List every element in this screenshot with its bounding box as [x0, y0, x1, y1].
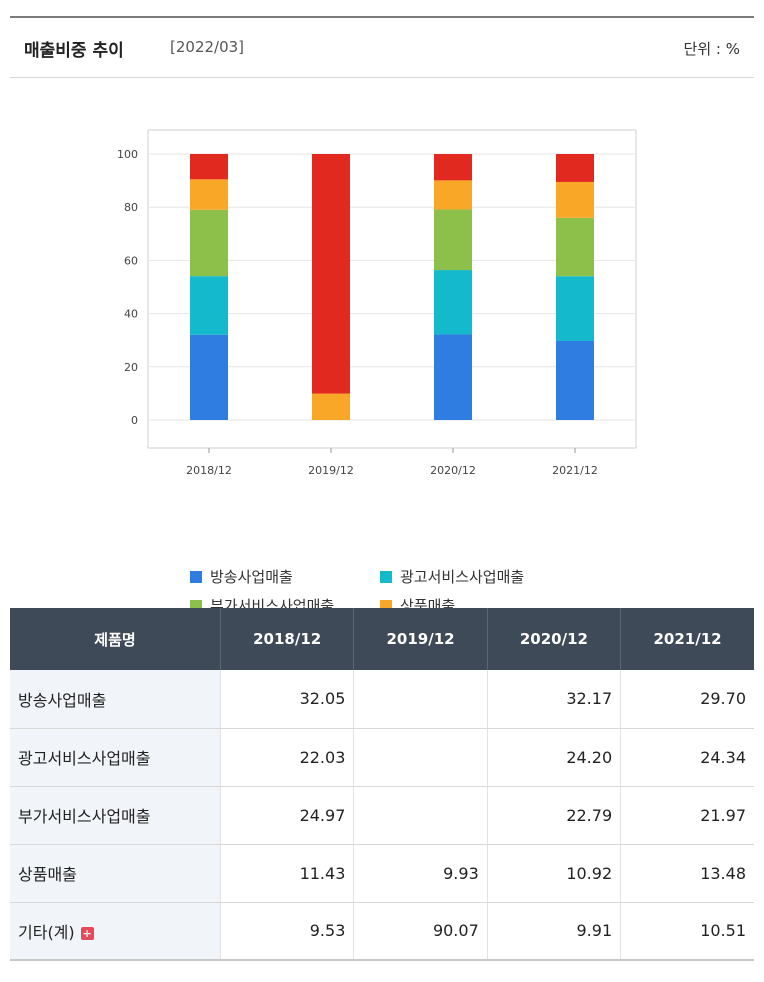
bar-segment: [434, 270, 472, 335]
table-header-row: 제품명 2018/12 2019/12 2020/12 2021/12: [10, 608, 754, 670]
cell: [353, 728, 488, 787]
header-2019: 2019/12: [353, 608, 488, 670]
cell: 22.03: [219, 728, 354, 787]
bar-segment: [190, 209, 228, 277]
plot-area: [147, 129, 637, 449]
cell: 32.17: [486, 670, 621, 729]
sales-composition-panel: 매출비중 추이 [2022/03] 단위 : % 0 20 40 60 80 100 201…: [10, 16, 754, 966]
row-name: 방송사업매출: [10, 670, 221, 729]
bar-segment: [556, 181, 594, 218]
bar-segment: [434, 154, 472, 181]
cell: 32.05: [219, 670, 354, 729]
y-tick-label: 100: [117, 148, 138, 161]
legend-swatch: [380, 571, 392, 583]
cell: 24.97: [219, 786, 354, 845]
row-name: 상품매출: [10, 844, 221, 903]
x-tick-label: 2018/12: [186, 464, 232, 477]
y-tick-label: 80: [124, 201, 138, 214]
bar-segment: [312, 154, 350, 394]
panel-header: 매출비중 추이 [2022/03] 단위 : %: [10, 16, 754, 78]
cell: 9.91: [486, 902, 621, 961]
cell: 13.48: [620, 844, 754, 903]
y-tick-label: 20: [124, 361, 138, 374]
row-name: 기타(계) +: [10, 902, 221, 961]
y-tick-label: 60: [124, 254, 138, 267]
cell: 9.93: [353, 844, 488, 903]
unit-label: 단위 : %: [683, 40, 740, 58]
cell: 9.53: [219, 902, 354, 961]
cell: 22.79: [486, 786, 621, 845]
x-tick-label: 2020/12: [430, 464, 476, 477]
legend-label: 광고서비스사업매출: [400, 568, 525, 586]
table-row: 부가서비스사업매출 24.97 22.79 21.97: [10, 786, 754, 845]
cell: 10.51: [620, 902, 754, 961]
bar-segment: [556, 154, 594, 182]
bar-segment: [434, 180, 472, 210]
cell: [353, 786, 488, 845]
bar-segment: [556, 217, 594, 277]
date-label: [2022/03]: [170, 38, 245, 56]
table-row: 방송사업매출 32.05 32.17 29.70: [10, 670, 754, 729]
cell: 11.43: [219, 844, 354, 903]
cell: 21.97: [620, 786, 754, 845]
legend-label: 방송사업매출: [210, 568, 293, 586]
header-2021: 2021/12: [620, 608, 754, 670]
cell: [353, 670, 488, 729]
table-row: 상품매출 11.43 9.93 10.92 13.48: [10, 844, 754, 903]
chart-area: 0 20 40 60 80 100 2018/12 2019/12 2020/12 2021/12…: [10, 78, 754, 644]
bar-segment: [556, 340, 594, 420]
row-name-label: 기타(계): [18, 922, 75, 942]
header-2020: 2020/12: [486, 608, 621, 670]
legend-item: 방송사업매출: [190, 566, 293, 587]
bar-segment: [190, 276, 228, 335]
bar-segment: [434, 209, 472, 271]
cell: 29.70: [620, 670, 754, 729]
table-row: 기타(계) + 9.53 90.07 9.91 10.51: [10, 902, 754, 961]
page-title: 매출비중 추이: [24, 41, 124, 61]
bar-segment: [312, 393, 350, 420]
bar-segment: [190, 153, 228, 180]
header-product: 제품명: [10, 608, 221, 670]
y-tick-label: 0: [131, 414, 138, 427]
x-tick-label: 2021/12: [552, 464, 598, 477]
row-name: 부가서비스사업매출: [10, 786, 221, 845]
row-name: 광고서비스사업매출: [10, 728, 221, 787]
y-tick-label: 40: [124, 308, 138, 321]
bar-segment: [434, 334, 472, 420]
legend-swatch: [190, 571, 202, 583]
cell: 90.07: [353, 902, 488, 961]
legend-item: 광고서비스사업매출: [380, 566, 524, 587]
x-tick-label: 2019/12: [308, 464, 354, 477]
bar-segment: [190, 334, 228, 420]
bar-segment: [556, 276, 594, 341]
header-2018: 2018/12: [219, 608, 354, 670]
stacked-bar-chart: 0 20 40 60 80 100 2018/12 2019/12 2020/12 2021/12: [117, 129, 637, 477]
cell: 10.92: [486, 844, 621, 903]
bar-segment: [190, 179, 228, 210]
cell: 24.20: [486, 728, 621, 787]
plus-icon[interactable]: +: [80, 926, 94, 940]
cell: 24.34: [620, 728, 754, 787]
table-row: 광고서비스사업매출 22.03 24.20 24.34: [10, 728, 754, 787]
sales-table: 제품명 2018/12 2019/12 2020/12 2021/12 방송사업…: [10, 608, 754, 961]
